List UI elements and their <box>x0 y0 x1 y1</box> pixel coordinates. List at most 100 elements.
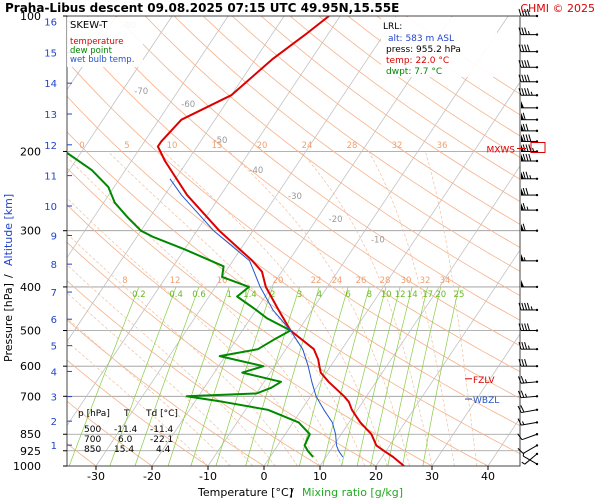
wind-barb-feather <box>517 390 522 398</box>
y-axis-title: Pressure [hPa] / Altitude [km] <box>2 194 15 362</box>
wind-barb-half-feather <box>530 306 533 311</box>
mixing-ratio-label: 0.6 <box>192 290 206 300</box>
lrl-title: LRL: <box>383 22 402 32</box>
legend-temperature: temperature <box>70 37 123 47</box>
wind-barb <box>521 112 539 121</box>
lrl-dewpoint: dwpt: 7.7 °C <box>386 67 442 77</box>
wind-barb <box>518 60 539 69</box>
dew-point-line <box>67 151 314 458</box>
wind-barb-feather <box>522 123 526 132</box>
moist-adiabat-line <box>67 264 276 466</box>
wind-barb-feather <box>517 405 522 413</box>
mixing-ratio-label: 1 <box>227 290 232 300</box>
table-cell: 6.0 <box>118 435 133 445</box>
wind-barb-feather <box>521 88 525 96</box>
wind-barb <box>521 279 539 289</box>
dry-adiabat-line <box>67 241 377 466</box>
mixing-ratio-label: 0.2 <box>132 290 146 300</box>
wind-barb <box>518 359 539 368</box>
pressure-tick-label: 400 <box>20 281 41 294</box>
wind-barb-feather <box>518 342 522 350</box>
table-cell: 850 <box>84 445 101 455</box>
isotherm-label: -10 <box>371 236 385 246</box>
wind-barb <box>518 323 539 332</box>
wind-barb-base <box>535 259 539 263</box>
altitude-tick-label: 2 <box>51 417 57 428</box>
moist-adiabat-line <box>67 317 231 466</box>
wind-barb-base <box>535 159 539 163</box>
altitude-tick-label: 9 <box>51 231 57 242</box>
wind-barb <box>521 452 539 465</box>
wind-barb-feather <box>528 134 532 142</box>
x-tick-label: -10 <box>199 470 217 483</box>
lrl-pressure: press: 955.2 hPa <box>386 45 461 55</box>
wind-barb <box>518 302 539 312</box>
wind-barb-base <box>535 129 539 133</box>
wind-barb-feather <box>521 342 525 350</box>
moist-adiabat-label: 34 <box>440 276 451 286</box>
mixing-ratio-line <box>322 286 370 466</box>
dry-adiabat-line <box>260 16 520 202</box>
mixing-ratio-line <box>387 286 428 466</box>
table-header-td: Td [°C] <box>145 409 178 419</box>
wind-barb-feather <box>526 60 530 68</box>
altitude-tick-label: 15 <box>44 48 57 59</box>
credit-text: CHMI © 2025 <box>520 2 595 15</box>
table-cell: 500 <box>84 425 101 435</box>
wind-barb-feather <box>520 390 525 398</box>
lrl-temperature: temp: 22.0 °C <box>386 56 449 66</box>
table-cell: 15.4 <box>114 445 134 455</box>
wind-barb-feather <box>522 153 526 162</box>
isotherm-line <box>67 16 285 343</box>
dry-adiabat-line <box>231 16 520 225</box>
legend-wet-bulb: wet bulb temp. <box>70 55 134 65</box>
wind-barb-pennant <box>521 203 524 211</box>
wind-barb-pennant <box>521 112 524 120</box>
isotherm-line <box>375 249 520 466</box>
x-axis-title: Temperature [°C] / Mixing ratio [g/kg] <box>197 486 403 499</box>
mixing-ratio-label: 14 <box>407 290 418 300</box>
wind-barb-feather <box>526 302 530 311</box>
altitude-tick-label: 11 <box>44 172 57 183</box>
dry-adiabat-label: 24 <box>302 141 313 151</box>
y-axis-label: Pressure [hPa] <box>2 283 15 362</box>
chart-title: Praha-Libus descent 09.08.2025 07:15 UTC… <box>5 1 399 15</box>
wind-barb-feather <box>522 187 526 196</box>
wind-barb-feather <box>517 376 522 384</box>
isotherm-line <box>95 16 397 466</box>
moist-adiabat-line <box>67 197 321 466</box>
isotherm-label: -30 <box>288 192 302 202</box>
isotherm-label: -40 <box>249 166 263 176</box>
mixing-ratio-line <box>422 286 460 466</box>
wind-barb <box>521 153 539 163</box>
wind-barb-feather <box>518 302 522 311</box>
plot-frame <box>66 15 521 467</box>
wind-barb-staff <box>522 444 538 454</box>
x-tick-label: 0 <box>261 470 268 483</box>
wind-barb-feather <box>521 302 525 311</box>
wind-barb <box>517 405 539 414</box>
mixing-ratio-line <box>134 286 200 466</box>
mixing-ratio-line <box>267 286 320 466</box>
mixing-ratio-line <box>402 286 442 466</box>
mixing-ratio-label: 4 <box>317 290 322 300</box>
mxws-barb-highlight <box>530 142 546 154</box>
mixing-ratio-line <box>245 286 300 466</box>
wind-barb-feather <box>525 144 529 152</box>
table-header-p: p [hPa] <box>78 409 110 419</box>
y-axis-label-altitude: Altitude [km] <box>2 194 15 266</box>
level-table: p [hPa] T Td [°C] 500 -11.4 -11.4 700 6.… <box>78 409 178 455</box>
wind-barb-feather <box>522 134 526 142</box>
wind-barb-feather <box>521 8 525 17</box>
table-header-t: T <box>123 409 130 419</box>
dry-adiabat-line <box>115 16 520 321</box>
mixing-ratio-label: 3 <box>297 290 302 300</box>
table-cell: -11.4 <box>114 425 138 435</box>
lrl-altitude: alt: 583 m ASL <box>388 34 454 44</box>
isotherm-line <box>151 16 453 466</box>
wind-barb-pennant <box>521 153 524 161</box>
mixing-ratio-label: 10 <box>381 290 392 300</box>
wind-barb-feather <box>521 323 525 331</box>
lrl-background <box>381 17 497 77</box>
wind-barb-feather <box>521 359 525 367</box>
